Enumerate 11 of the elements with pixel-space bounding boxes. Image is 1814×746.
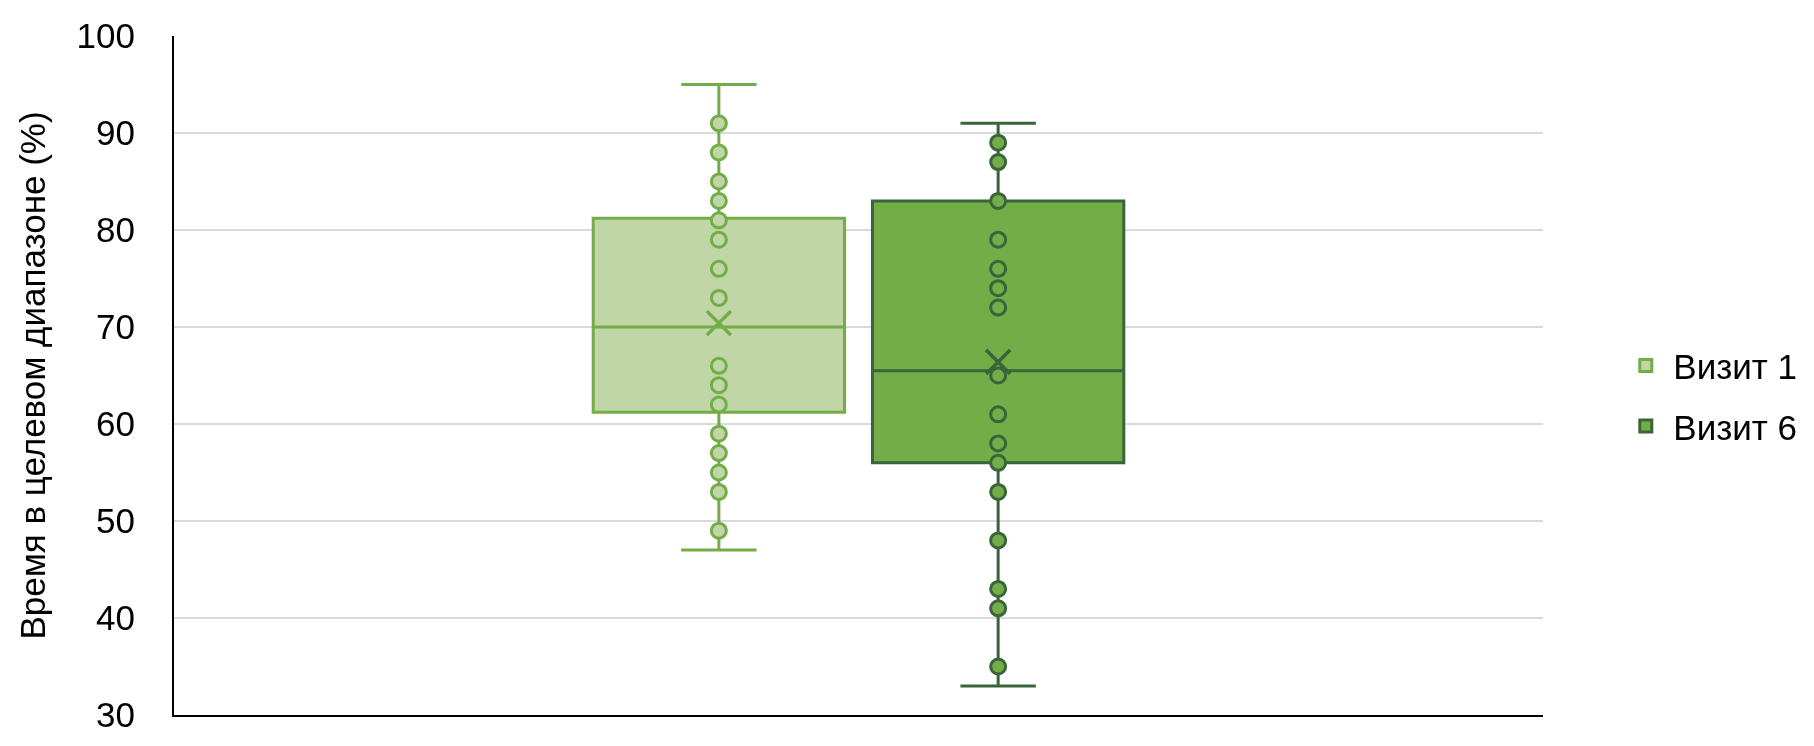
y-tick-label: 60 xyxy=(96,404,135,444)
y-tick-label: 90 xyxy=(96,113,135,153)
y-tick-label: 80 xyxy=(96,210,135,250)
legend-label: Визит 1 xyxy=(1673,347,1798,387)
y-tick-label: 50 xyxy=(96,501,135,541)
y-tick-label: 40 xyxy=(96,598,135,638)
y-tick-label: 70 xyxy=(96,307,135,347)
y-axis-title: Время в целевом диапазоне (%) xyxy=(13,111,53,640)
y-tick-label: 30 xyxy=(96,695,135,735)
legend-label: Визит 6 xyxy=(1673,407,1798,447)
y-tick-label: 100 xyxy=(76,16,135,56)
